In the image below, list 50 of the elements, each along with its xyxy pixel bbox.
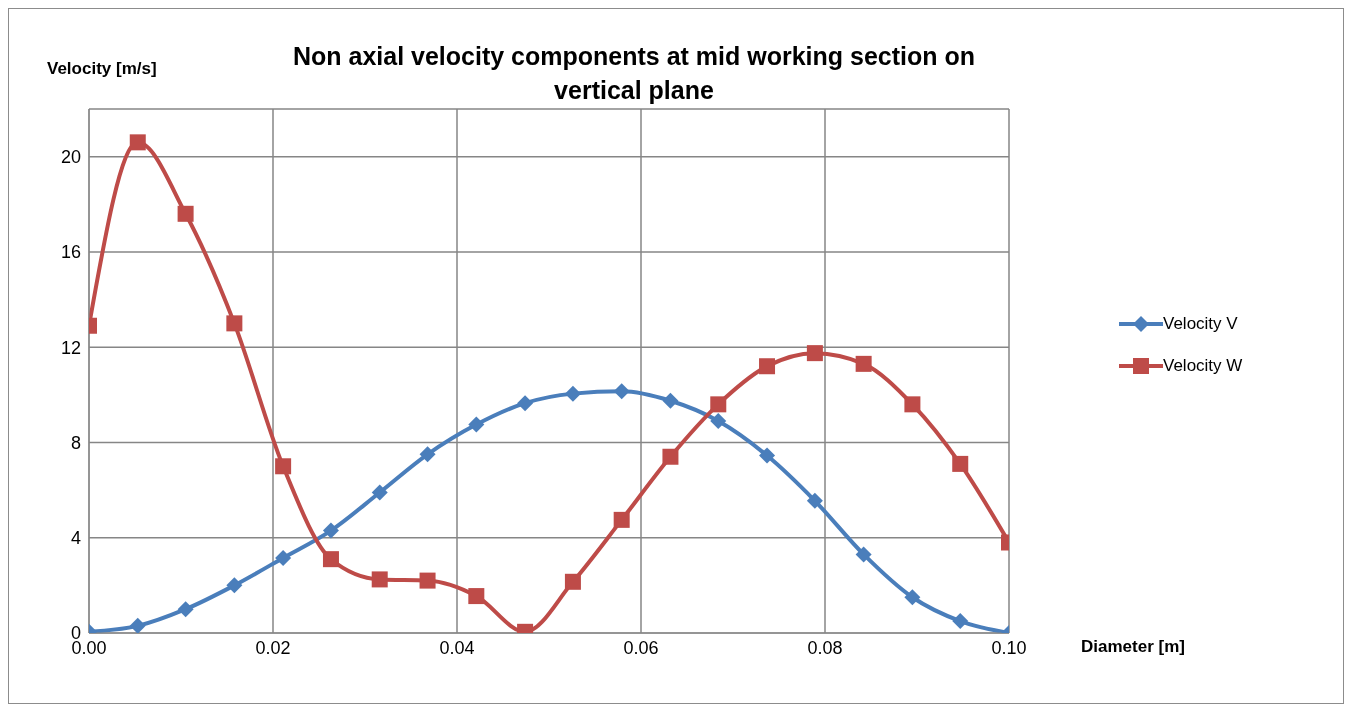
y-tick-label: 12 bbox=[60, 337, 81, 358]
x-tick-label: 0.04 bbox=[439, 637, 475, 658]
point bbox=[710, 396, 727, 413]
point bbox=[371, 571, 388, 588]
point bbox=[177, 205, 194, 222]
x-axis-title: Diameter [m] bbox=[1081, 637, 1185, 657]
legend-label: Velocity W bbox=[1163, 356, 1243, 376]
point bbox=[662, 392, 679, 409]
x-tick-label: 0.10 bbox=[991, 637, 1027, 658]
point bbox=[468, 416, 485, 433]
y-tick-label: 20 bbox=[60, 147, 81, 168]
x-tick-label: 0.06 bbox=[623, 637, 659, 658]
point bbox=[371, 484, 388, 501]
point bbox=[322, 522, 339, 539]
point bbox=[613, 511, 630, 528]
point bbox=[952, 613, 969, 630]
point bbox=[952, 455, 969, 472]
point bbox=[226, 577, 243, 594]
point bbox=[226, 315, 243, 332]
point bbox=[275, 549, 292, 566]
point bbox=[275, 458, 292, 475]
y-tick-label: 4 bbox=[70, 528, 81, 549]
y-tick-label: 8 bbox=[70, 432, 81, 453]
point bbox=[419, 572, 436, 589]
point bbox=[759, 358, 776, 375]
point bbox=[177, 601, 194, 618]
point bbox=[517, 395, 534, 412]
point bbox=[662, 448, 679, 465]
point bbox=[806, 345, 823, 362]
y-axis-title: Velocity [m/s] bbox=[47, 59, 157, 79]
point bbox=[468, 588, 485, 605]
point bbox=[806, 492, 823, 509]
point bbox=[129, 134, 146, 151]
point bbox=[904, 396, 921, 413]
point bbox=[855, 355, 872, 372]
point bbox=[904, 589, 921, 606]
y-tick-label: 16 bbox=[60, 242, 81, 263]
x-tick-label: 0.08 bbox=[807, 637, 843, 658]
point bbox=[855, 546, 872, 563]
point bbox=[419, 446, 436, 463]
point bbox=[759, 447, 776, 464]
point bbox=[710, 413, 727, 430]
x-tick-label: 0.02 bbox=[255, 637, 291, 658]
chart-title: Non axial velocity components at mid working section on vertical plane bbox=[291, 41, 977, 106]
point bbox=[322, 551, 339, 568]
point bbox=[564, 385, 581, 402]
point bbox=[613, 383, 630, 400]
point bbox=[129, 617, 146, 633]
point bbox=[564, 573, 581, 590]
legend-label: Velocity V bbox=[1163, 314, 1238, 334]
